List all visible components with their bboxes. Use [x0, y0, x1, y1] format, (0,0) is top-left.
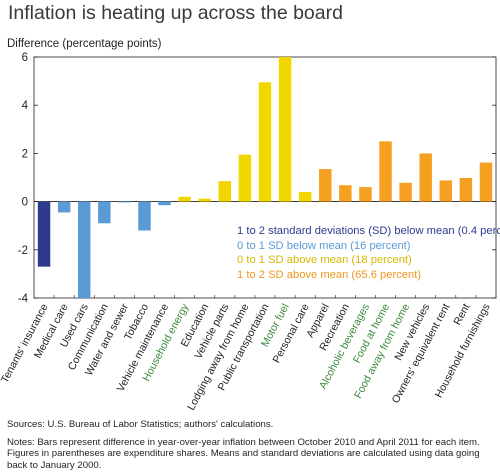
y-tick-label: -2: [18, 245, 28, 257]
bar: [178, 196, 191, 202]
bar: [439, 180, 453, 202]
bar: [459, 177, 473, 202]
chart-title: Inflation is heating up across the board: [8, 2, 343, 24]
y-tick-label: 2: [22, 148, 28, 160]
bar: [198, 198, 211, 202]
plot-frame: [33, 56, 497, 299]
bar: [158, 201, 171, 206]
notes-text: Notes: Bars represent difference in year…: [7, 437, 480, 471]
bar: [298, 191, 312, 202]
bar: [238, 154, 252, 202]
y-tick-label: 6: [22, 52, 28, 64]
chart-legend: 1 to 2 standard deviations (SD) below me…: [237, 224, 500, 282]
bar: [278, 57, 292, 202]
bar: [399, 182, 412, 202]
bar: [359, 187, 372, 202]
bar: [479, 162, 493, 202]
bar: [98, 201, 111, 224]
bar: [57, 201, 71, 213]
y-axis-label: Difference (percentage points): [7, 38, 162, 50]
bar: [379, 141, 392, 202]
legend-entry-3: 0 to 1 SD above mean (18 percent): [237, 254, 412, 267]
bar: [37, 201, 51, 267]
bar: [339, 185, 352, 202]
bar: [138, 201, 151, 231]
legend-entry-4: 1 to 2 SD above mean (65.6 percent): [237, 268, 422, 281]
y-tick-label: -4: [18, 293, 29, 305]
bar: [118, 201, 131, 203]
bar: [258, 82, 272, 202]
legend-entry-2: 0 to 1 SD below mean (16 percent): [237, 239, 411, 252]
y-tick-label: 0: [22, 197, 28, 209]
bar: [218, 181, 232, 202]
legend-entry-1: 1 to 2 standard deviations (SD) below me…: [237, 225, 500, 237]
sources-note: Sources: U.S. Bureau of Labor Statistics…: [7, 419, 274, 430]
bar: [77, 201, 91, 298]
bar: [419, 153, 432, 202]
bar: [319, 169, 332, 202]
x-tick-label: Rent: [451, 302, 472, 327]
y-tick-label: 4: [22, 100, 29, 112]
